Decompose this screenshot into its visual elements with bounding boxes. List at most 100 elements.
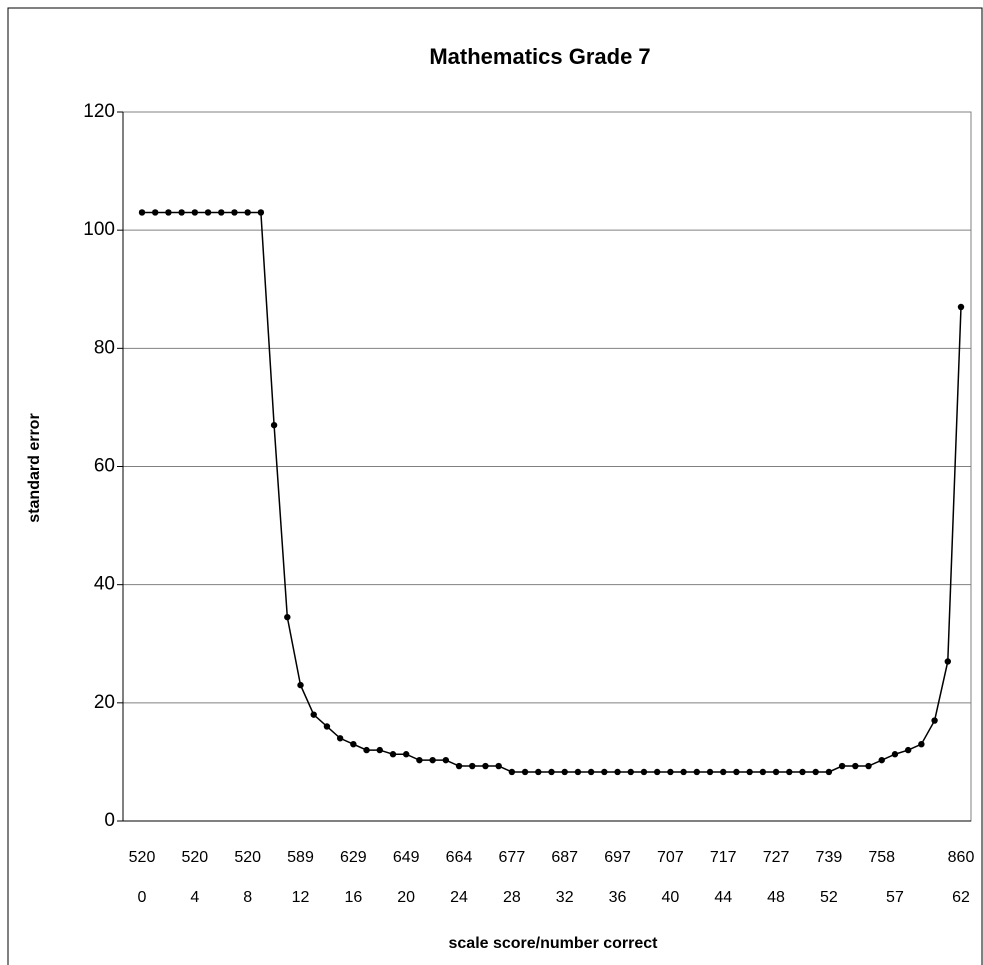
x-tick-label: 8 (243, 889, 252, 906)
point (918, 740, 925, 748)
point (865, 762, 872, 770)
x-tick-label: 727 (763, 849, 790, 866)
point (469, 762, 476, 770)
point (455, 762, 463, 770)
x-tick-label: 20 (397, 889, 415, 906)
x-tick-label: 629 (340, 849, 367, 866)
y-tick-label: 60 (94, 456, 115, 477)
point (284, 613, 291, 621)
point (191, 209, 199, 216)
point (402, 751, 410, 758)
point (561, 768, 568, 776)
point (812, 768, 819, 776)
point (772, 768, 780, 776)
point (825, 768, 833, 776)
point (389, 751, 397, 758)
point (799, 768, 806, 776)
point (548, 768, 555, 776)
y-tick-label: 80 (94, 337, 115, 358)
point (376, 746, 383, 754)
x-tick-label: 52 (820, 889, 838, 906)
x-tick-label: 687 (551, 849, 578, 866)
x-tick-label: 12 (292, 889, 310, 906)
x-tick-label: 520 (181, 849, 208, 866)
x-tick-label: 589 (287, 849, 314, 866)
point (521, 768, 529, 776)
point (152, 209, 159, 216)
point (535, 768, 542, 776)
point (931, 717, 938, 724)
point (891, 751, 899, 758)
y-tick-label: 120 (83, 101, 115, 122)
point (350, 740, 357, 748)
chart-border (7, 7, 983, 965)
point (231, 209, 238, 216)
point (706, 768, 714, 776)
point (640, 768, 648, 776)
x-tick-label: 44 (714, 889, 732, 906)
point (601, 768, 608, 776)
x-tick-label: 739 (816, 849, 843, 866)
x-tick-label: 677 (499, 849, 526, 866)
x-tick-label: 649 (393, 849, 420, 866)
x-tick-label: 48 (767, 889, 785, 906)
point (336, 735, 344, 742)
x-tick-label: 16 (344, 889, 362, 906)
point (574, 768, 582, 776)
point (838, 762, 846, 770)
point (297, 681, 304, 689)
point (165, 209, 172, 216)
point (667, 768, 674, 776)
x-tick-label: 28 (503, 889, 521, 906)
point (244, 209, 251, 216)
point (482, 762, 489, 770)
point (416, 756, 423, 764)
point (508, 768, 516, 776)
point (878, 756, 885, 764)
point (138, 209, 146, 216)
point (178, 209, 185, 216)
point (587, 768, 595, 776)
point (270, 421, 278, 429)
point (614, 768, 621, 776)
point (746, 768, 753, 776)
x-tick-label: 758 (868, 849, 895, 866)
y-tick-label: 0 (104, 810, 115, 831)
x-tick-label: 520 (234, 849, 261, 866)
point (627, 768, 634, 776)
x-tick-label: 36 (609, 889, 627, 906)
x-tick-label: 664 (446, 849, 473, 866)
x-tick-label: 4 (190, 889, 199, 906)
point (957, 303, 965, 311)
point (204, 209, 212, 216)
point (904, 746, 912, 754)
x-tick-label: 62 (952, 889, 970, 906)
point (363, 746, 370, 754)
x-tick-label: 24 (450, 889, 468, 906)
point (733, 768, 740, 776)
x-tick-label: 697 (604, 849, 631, 866)
x-tick-label: 0 (138, 889, 147, 906)
x-tick-label: 57 (886, 889, 904, 906)
point (680, 768, 687, 776)
point (218, 209, 225, 216)
point (429, 756, 436, 764)
point (852, 762, 859, 770)
x-tick-label: 707 (657, 849, 684, 866)
point (720, 768, 727, 776)
y-tick-label: 40 (94, 574, 115, 595)
point (442, 756, 450, 764)
x-axis-title: scale score/number correct (449, 935, 659, 952)
point (323, 723, 331, 730)
point (257, 209, 265, 216)
chart-title: Mathematics Grade 7 (429, 44, 650, 69)
point (786, 768, 793, 776)
y-axis-title: standard error (26, 413, 43, 522)
x-tick-label: 40 (661, 889, 679, 906)
point (693, 768, 701, 776)
x-tick-label: 32 (556, 889, 574, 906)
point (653, 768, 661, 776)
point (944, 658, 951, 665)
point (310, 711, 317, 718)
